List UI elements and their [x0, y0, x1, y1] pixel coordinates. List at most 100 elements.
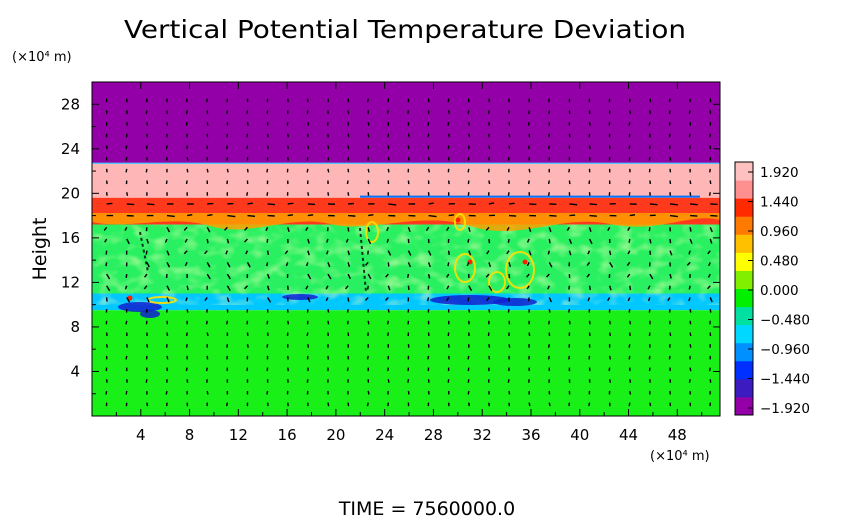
wind-arrow-499: [468, 250, 472, 256]
wind-arrow-381: [387, 367, 390, 372]
wind-arrow-494: [468, 308, 471, 313]
wind-arrow-144: [204, 297, 208, 302]
wind-arrow-827: [710, 203, 718, 206]
wind-arrow-704: [629, 379, 632, 383]
wind-arrow-418: [407, 250, 412, 256]
wind-arrow-399: [387, 157, 390, 161]
wind-arrow-672: [588, 121, 591, 126]
wind-arrow-226: [266, 285, 270, 291]
wind-arrow-744: [648, 227, 651, 232]
wind-arrow-609: [548, 227, 552, 233]
colorbar-label-3: 0.480: [760, 254, 799, 270]
x-tick-label-5: 24: [375, 426, 394, 444]
wind-arrow-85: [166, 355, 169, 360]
wind-arrow-355: [366, 355, 369, 360]
wind-arrow-631: [568, 285, 571, 290]
wind-arrow-367: [368, 214, 374, 217]
wind-arrow-38: [125, 273, 128, 278]
wind-arrow-146: [206, 273, 211, 280]
wind-arrow-718: [629, 214, 636, 217]
wind-arrow-577: [526, 285, 530, 290]
wind-arrow-792: [688, 297, 691, 302]
wind-arrow-209: [246, 168, 249, 173]
wind-arrow-456: [427, 121, 430, 126]
wind-arrow-448: [428, 214, 437, 218]
wind-arrow-64: [143, 285, 148, 290]
wind-arrow-392: [386, 238, 389, 243]
wind-arrow-664: [589, 214, 597, 217]
wind-arrow-629: [568, 308, 571, 313]
colorbar-frame: [734, 161, 754, 416]
wind-arrow-352: [367, 390, 370, 395]
wind-arrow-830: [709, 168, 711, 173]
wind-arrow-56: [145, 379, 148, 383]
wind-arrow-518: [488, 344, 491, 348]
wind-arrow-482: [447, 133, 450, 138]
wind-arrow-51: [126, 121, 129, 126]
wind-arrow-436: [427, 355, 430, 360]
x-tick-label-4: 20: [326, 426, 345, 444]
wind-arrow-67: [145, 250, 148, 255]
wind-arrow-474: [446, 226, 450, 231]
wind-arrow-292: [307, 145, 310, 150]
wind-arrow-511: [467, 110, 470, 115]
wind-arrow-308: [327, 273, 332, 280]
wind-arrow-715: [627, 250, 631, 255]
wind-arrow-366: [367, 227, 371, 232]
wind-arrow-657: [587, 297, 591, 302]
wind-arrow-387: [384, 296, 389, 301]
wind-arrow-385: [386, 320, 390, 325]
wind-arrow-310: [326, 250, 329, 255]
wind-arrow-606: [548, 262, 553, 268]
wind-arrow-31: [125, 355, 128, 360]
wind-arrow-306: [325, 297, 329, 302]
wind-arrow-662: [588, 238, 593, 245]
wind-arrow-746: [649, 203, 658, 206]
wind-arrow-342: [347, 192, 350, 196]
wind-arrow-178: [227, 214, 236, 218]
wind-arrow-557: [508, 202, 515, 205]
wind-arrow-724: [628, 145, 631, 150]
wind-arrow-177: [224, 226, 228, 231]
wind-arrow-212: [246, 133, 249, 138]
wind-arrow-386: [387, 308, 390, 313]
wind-arrow-44: [126, 203, 135, 206]
wind-arrow-535: [488, 145, 491, 150]
cold-patch-0: [118, 302, 162, 312]
wind-arrow-760: [668, 355, 671, 360]
wind-arrow-452: [427, 168, 430, 173]
wind-arrow-259: [287, 214, 294, 217]
wind-arrow-813: [708, 367, 711, 372]
wind-arrow-65: [144, 273, 148, 278]
x-tick-label-9: 40: [570, 426, 589, 444]
wind-arrow-753: [648, 121, 651, 126]
wind-arrow-389: [385, 273, 389, 278]
colorbar-swatch-5: [735, 306, 753, 326]
wind-arrow-726: [628, 121, 631, 126]
wind-arrow-808: [688, 110, 691, 115]
wind-arrow-599: [547, 344, 550, 348]
wind-arrow-317: [327, 168, 330, 173]
wind-arrow-644: [568, 133, 571, 138]
wind-arrow-334: [344, 285, 349, 290]
wind-arrow-347: [347, 133, 350, 138]
wind-arrow-702: [628, 402, 631, 407]
wind-arrow-445: [427, 250, 432, 256]
wind-arrow-121: [183, 250, 188, 255]
wind-arrow-286: [307, 214, 314, 217]
cold-patch-1: [430, 295, 510, 305]
wind-arrow-681: [608, 332, 611, 337]
colorbar-swatch-13: [735, 162, 753, 181]
wind-arrow-729: [649, 402, 652, 407]
wind-arrow-136: [206, 390, 209, 395]
wind-arrow-447: [425, 226, 430, 231]
wind-arrow-641: [568, 168, 571, 173]
wind-arrow-576: [527, 297, 530, 302]
wind-arrow-703: [629, 390, 632, 395]
colorbar: 1.920 1.440 0.960 0.480 0.000 −0.480 −0.960 −1.…: [734, 161, 810, 417]
x-tick-label-11: 48: [668, 426, 687, 444]
wind-arrow-403: [386, 110, 390, 115]
turbulence-texture: [92, 224, 720, 305]
wind-arrow-594: [548, 402, 551, 407]
wind-arrow-415: [407, 285, 410, 290]
